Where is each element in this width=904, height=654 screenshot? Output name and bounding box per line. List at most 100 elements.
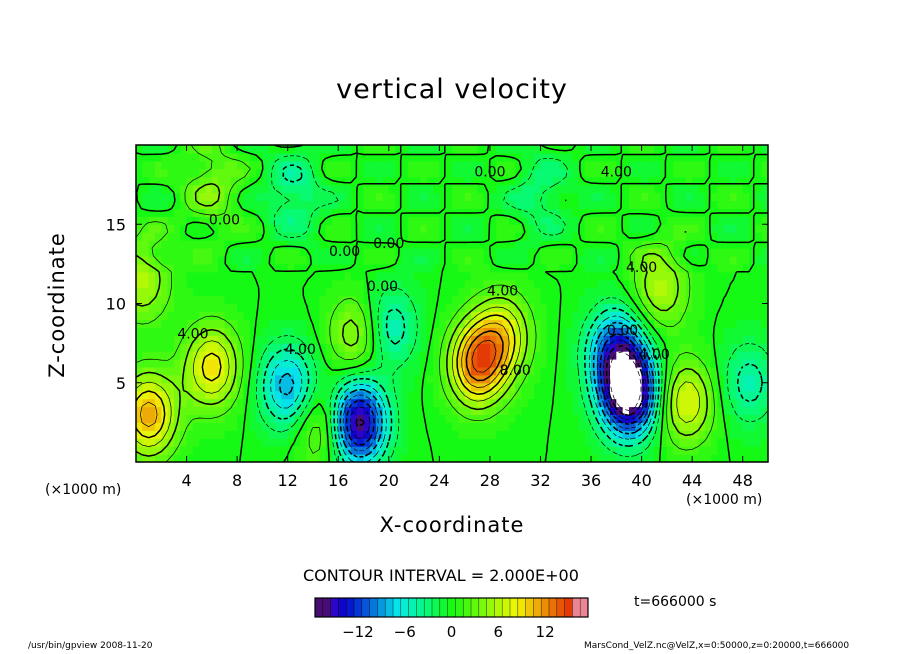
heat-cell bbox=[654, 168, 662, 178]
heat-cell bbox=[647, 216, 655, 225]
heat-cell bbox=[749, 335, 756, 344]
heat-cell bbox=[344, 358, 352, 368]
heat-cell bbox=[388, 311, 396, 320]
heat-cell bbox=[654, 279, 662, 289]
heat-cell bbox=[736, 279, 744, 289]
heat-cell bbox=[262, 358, 270, 368]
y-tick-label: 5 bbox=[116, 374, 126, 393]
heat-cell bbox=[256, 263, 263, 273]
heat-cell bbox=[433, 446, 440, 455]
heat-cell bbox=[439, 208, 447, 217]
heat-cell bbox=[186, 240, 194, 249]
heat-cell bbox=[268, 224, 276, 233]
heat-cell bbox=[749, 327, 756, 336]
heat-cell bbox=[142, 271, 150, 281]
colorbar-cell bbox=[361, 598, 370, 617]
heat-cell bbox=[275, 382, 282, 392]
heat-cell bbox=[584, 168, 592, 178]
heat-cell bbox=[723, 192, 731, 202]
heat-cell bbox=[426, 192, 434, 202]
heat-cell bbox=[534, 358, 542, 368]
heat-cell bbox=[666, 351, 674, 360]
heat-cell bbox=[489, 208, 497, 217]
heat-cell bbox=[464, 287, 472, 297]
heat-cell bbox=[420, 152, 428, 162]
colorbar-cell bbox=[486, 598, 495, 617]
heat-cell bbox=[344, 374, 352, 384]
heat-cell bbox=[730, 430, 737, 439]
heat-cell bbox=[521, 406, 529, 416]
heat-cell bbox=[597, 319, 605, 328]
heat-cell bbox=[218, 446, 226, 455]
heat-cell bbox=[300, 248, 308, 257]
heat-cell bbox=[464, 398, 472, 408]
heat-cell bbox=[622, 208, 630, 217]
heat-cell bbox=[186, 152, 194, 162]
heat-cell bbox=[673, 184, 681, 194]
heat-cell bbox=[679, 390, 687, 400]
heat-cell bbox=[521, 240, 529, 249]
heat-cell bbox=[565, 311, 573, 320]
heat-cell bbox=[407, 216, 415, 225]
heat-cell bbox=[591, 279, 598, 289]
heat-cell bbox=[262, 176, 270, 186]
heat-cell bbox=[357, 279, 365, 289]
heat-cell bbox=[331, 208, 339, 217]
heat-cell bbox=[142, 390, 150, 400]
heat-cell bbox=[628, 438, 636, 447]
heat-cell bbox=[477, 279, 485, 289]
x-axis: 4 8 12 16 20 24 28 32 36 40 44 48 bbox=[181, 145, 753, 490]
heat-cell bbox=[704, 279, 712, 289]
heat-cell bbox=[534, 232, 542, 241]
heat-cell bbox=[173, 454, 181, 462]
heat-cell bbox=[344, 295, 352, 305]
heat-cell bbox=[578, 358, 586, 368]
heat-cell bbox=[211, 263, 219, 273]
heat-cell bbox=[527, 398, 535, 408]
heat-cell bbox=[350, 422, 358, 431]
heat-cell bbox=[395, 232, 403, 241]
heat-cell bbox=[445, 216, 453, 225]
heat-cell bbox=[161, 216, 169, 225]
heat-cell bbox=[654, 255, 662, 265]
heat-cell bbox=[508, 343, 516, 352]
heat-cell bbox=[584, 208, 592, 217]
heat-cell bbox=[711, 192, 719, 202]
heat-cell bbox=[205, 406, 213, 416]
heat-cell bbox=[192, 374, 200, 384]
heat-cell bbox=[527, 248, 535, 257]
heat-cell bbox=[679, 358, 687, 368]
heat-cell bbox=[186, 255, 194, 265]
heat-cell bbox=[572, 382, 579, 392]
heat-cell bbox=[420, 454, 428, 462]
heat-cell bbox=[395, 430, 403, 439]
heat-cell bbox=[192, 454, 200, 462]
heat-cell bbox=[597, 224, 605, 233]
heat-cell bbox=[616, 208, 624, 217]
heat-cell bbox=[173, 287, 181, 297]
heat-cell bbox=[622, 438, 630, 447]
heat-cell bbox=[142, 454, 150, 462]
heat-cell bbox=[540, 335, 548, 344]
heat-cell bbox=[357, 200, 365, 209]
heat-cell bbox=[534, 200, 542, 209]
heat-cell bbox=[496, 168, 504, 178]
heat-cell bbox=[692, 430, 700, 439]
heat-cell bbox=[622, 390, 630, 400]
heat-cell bbox=[654, 454, 662, 462]
heat-cell bbox=[154, 382, 162, 392]
heat-cell bbox=[199, 208, 207, 217]
heat-cell bbox=[755, 248, 763, 257]
heat-cell bbox=[521, 358, 529, 368]
heat-cell bbox=[211, 382, 219, 392]
heat-cell bbox=[294, 200, 301, 209]
heat-cell bbox=[711, 168, 719, 178]
heat-cell bbox=[300, 271, 308, 281]
heat-cell bbox=[534, 438, 542, 447]
heat-cell bbox=[426, 160, 434, 170]
heat-cell bbox=[527, 287, 535, 297]
heat-cell bbox=[660, 271, 668, 281]
heat-cell bbox=[426, 224, 434, 233]
heat-cell bbox=[685, 406, 693, 416]
heat-cell bbox=[628, 208, 636, 217]
